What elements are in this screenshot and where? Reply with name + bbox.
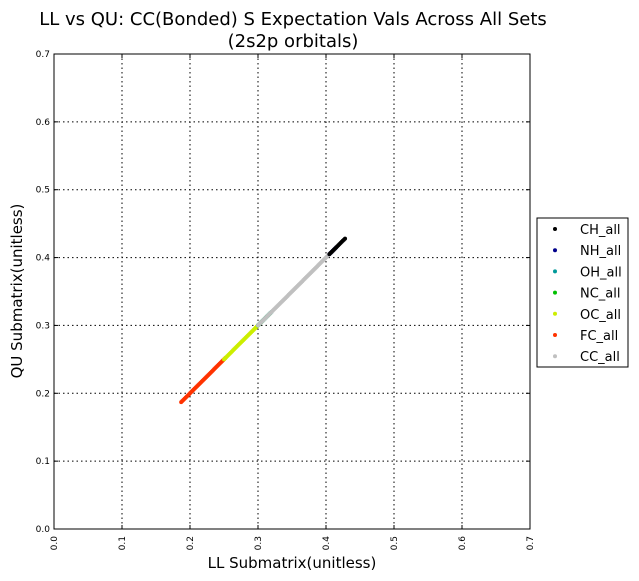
legend-label-fc-all: FC_all (580, 329, 618, 344)
y-tick-label: 0.7 (36, 50, 50, 60)
legend-marker-nc-all (553, 290, 557, 295)
x-tick-label: 0.0 (50, 536, 60, 551)
legend: CH_all NH_all OH_all NC_all OC_all FC_all CC_a… (536, 217, 629, 368)
legend-label-oh-all: OH_all (580, 265, 622, 280)
legend-label-cc-all: CC_all (580, 350, 620, 365)
grid-lines (54, 54, 530, 529)
x-tick-label: 0.5 (390, 536, 400, 550)
y-tick-label: 0.2 (36, 389, 50, 399)
legend-marker-cc-all (553, 354, 557, 359)
series-oc-all (222, 320, 264, 362)
legend-marker-nh-all (553, 248, 557, 253)
y-axis-label: QU Submatrix(unitless) (8, 204, 26, 379)
plot-area (53, 53, 531, 530)
x-tick-label: 0.7 (526, 536, 536, 550)
legend-marker-oc-all (553, 311, 557, 316)
data-points (179, 236, 348, 405)
legend-marker-fc-all (553, 333, 557, 337)
x-tick-label: 0.3 (254, 536, 264, 550)
y-tick-label: 0.6 (36, 118, 51, 128)
y-tick-label: 0.0 (36, 525, 51, 535)
legend-marker-oh-all (553, 269, 557, 274)
y-tick-label: 0.3 (36, 321, 50, 331)
legend-label-oc-all: OC_all (580, 308, 621, 323)
series-ch-all (327, 236, 348, 257)
x-tick-label: 0.2 (186, 536, 196, 550)
data-point (343, 236, 348, 241)
y-tick-label: 0.5 (36, 186, 50, 196)
legend-marker-ch-all (553, 227, 557, 231)
chart-subtitle: (2s2p orbitals) (228, 31, 359, 52)
y-tick-label: 0.1 (36, 457, 50, 467)
series-fc-all (179, 356, 228, 405)
legend-label-nc-all: NC_all (580, 287, 621, 302)
chart-title: LL vs QU: CC(Bonded) S Expectation Vals … (39, 9, 547, 30)
legend-label-nh-all: NH_all (580, 244, 621, 259)
x-tick-label: 0.1 (118, 536, 128, 550)
x-axis-label: LL Submatrix(unitless) (208, 554, 377, 572)
legend-box (536, 217, 629, 368)
y-tick-label: 0.4 (36, 254, 51, 264)
x-tick-label: 0.4 (322, 536, 332, 551)
x-tick-label: 0.6 (458, 536, 468, 551)
axis-ticks: 0.0 0.1 0.2 0.3 0.4 0.5 0.6 0.7 0.0 0.1 0.2 0.3 0.4 0… (36, 50, 536, 550)
legend-label-ch-all: CH_all (580, 223, 621, 238)
series-cc-all (256, 247, 337, 328)
